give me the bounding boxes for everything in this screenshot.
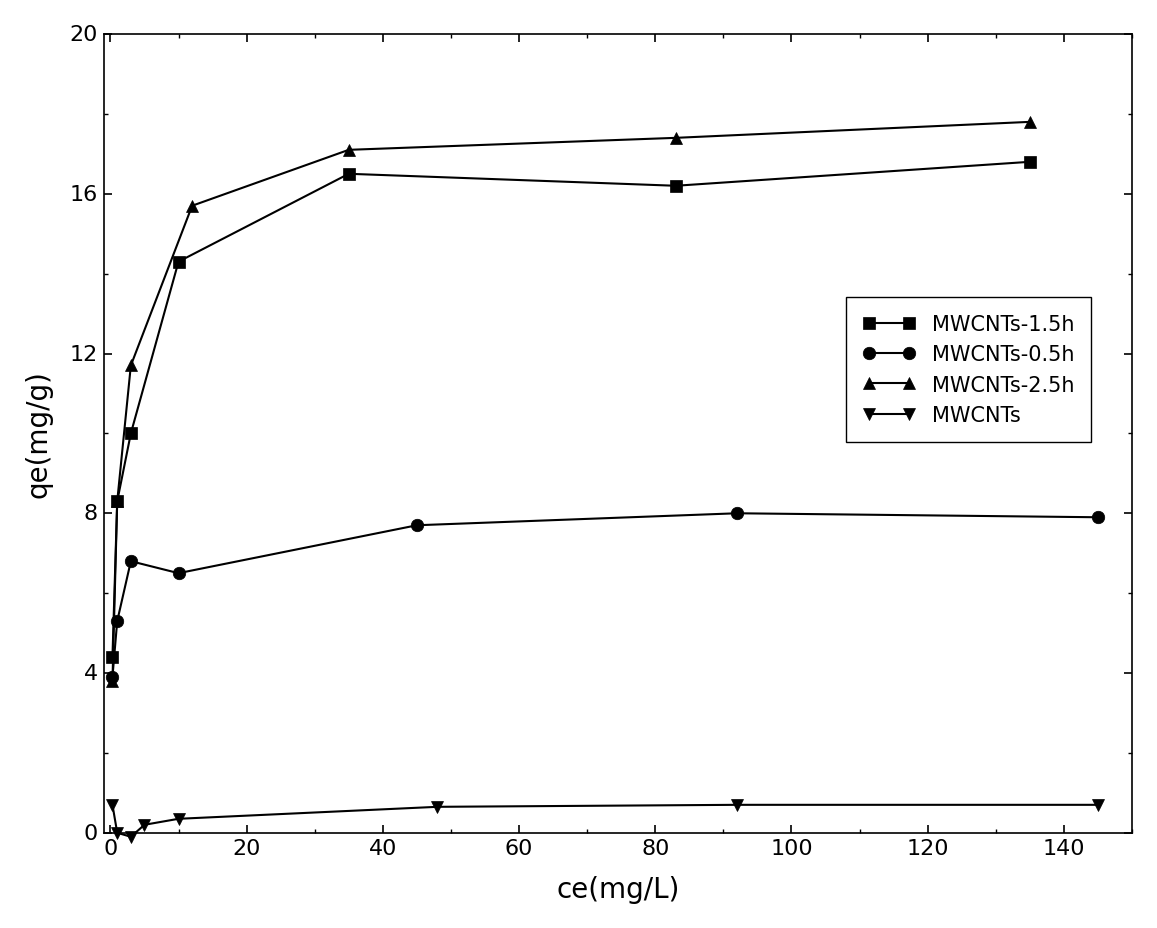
- MWCNTs: [171, 813, 185, 824]
- Line: MWCNTs-0.5h: MWCNTs-0.5h: [106, 508, 1104, 684]
- Line: MWCNTs-1.5h: MWCNTs-1.5h: [106, 157, 1036, 664]
- MWCNTs-2.5h: [185, 201, 199, 213]
- MWCNTs-0.5h: [730, 509, 744, 520]
- MWCNTs-2.5h: [110, 496, 124, 508]
- MWCNTs-0.5h: [1091, 512, 1105, 523]
- Line: MWCNTs: MWCNTs: [106, 799, 1104, 844]
- MWCNTs: [430, 802, 444, 813]
- MWCNTs-2.5h: [1023, 117, 1037, 128]
- MWCNTs-0.5h: [110, 616, 124, 627]
- MWCNTs-1.5h: [341, 169, 355, 180]
- MWCNTs-1.5h: [110, 496, 124, 508]
- Legend: MWCNTs-1.5h, MWCNTs-0.5h, MWCNTs-2.5h, MWCNTs: MWCNTs-1.5h, MWCNTs-0.5h, MWCNTs-2.5h, M…: [846, 298, 1091, 443]
- MWCNTs-0.5h: [410, 520, 423, 531]
- MWCNTs-2.5h: [105, 676, 119, 687]
- MWCNTs: [1091, 799, 1105, 810]
- Line: MWCNTs-2.5h: MWCNTs-2.5h: [106, 117, 1036, 688]
- MWCNTs: [105, 799, 119, 810]
- MWCNTs-2.5h: [669, 133, 683, 144]
- MWCNTs-1.5h: [124, 429, 138, 440]
- MWCNTs: [110, 828, 124, 839]
- MWCNTs-0.5h: [171, 568, 185, 579]
- MWCNTs-1.5h: [669, 181, 683, 192]
- MWCNTs-0.5h: [124, 556, 138, 567]
- MWCNTs-1.5h: [171, 257, 185, 268]
- MWCNTs-2.5h: [341, 145, 355, 156]
- MWCNTs: [138, 819, 152, 831]
- X-axis label: ce(mg/L): ce(mg/L): [557, 875, 679, 903]
- MWCNTs: [730, 799, 744, 810]
- MWCNTs-1.5h: [105, 651, 119, 663]
- MWCNTs: [124, 831, 138, 843]
- MWCNTs-2.5h: [124, 361, 138, 372]
- MWCNTs-0.5h: [105, 672, 119, 683]
- MWCNTs-1.5h: [1023, 157, 1037, 168]
- Y-axis label: qe(mg/g): qe(mg/g): [25, 370, 53, 497]
